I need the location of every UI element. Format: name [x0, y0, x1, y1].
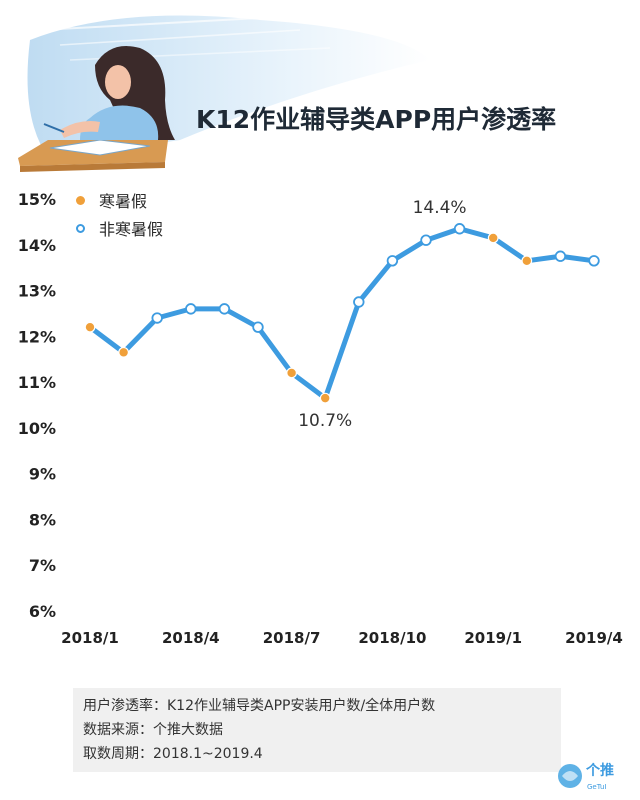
footnote-box: 用户渗透率：K12作业辅导类APP安装用户数/全体用户数 数据来源：个推大数据 …: [73, 688, 561, 772]
legend-label-vacation: 寒暑假: [99, 192, 148, 211]
legend-item-non-vacation: 非寒暑假: [76, 214, 163, 242]
data-point-non-vacation: [218, 303, 231, 315]
footnote-definition: 用户渗透率：K12作业辅导类APP安装用户数/全体用户数: [83, 698, 436, 714]
x-tick-label: 2019/4: [565, 629, 623, 647]
y-tick-label: 10%: [18, 419, 56, 438]
data-point-non-vacation: [353, 296, 365, 308]
y-tick-label: 13%: [18, 282, 56, 301]
data-point-non-vacation: [420, 234, 432, 246]
y-tick-label: 11%: [18, 373, 56, 392]
data-point-non-vacation: [588, 255, 600, 267]
chart-title: K12作业辅导类APP用户渗透率: [196, 105, 557, 134]
logo-subtext: GeTuI: [587, 783, 606, 791]
y-tick-label: 14%: [18, 236, 56, 255]
data-point-vacation: [487, 232, 499, 244]
x-tick-label: 2018/4: [162, 629, 220, 647]
logo-text: 个推: [585, 762, 614, 779]
legend-item-vacation: 寒暑假: [76, 186, 163, 214]
x-tick-label: 2019/1: [464, 629, 522, 647]
data-point-non-vacation: [554, 250, 567, 262]
legend-label-non-vacation: 非寒暑假: [99, 220, 164, 239]
y-tick-label: 8%: [29, 510, 56, 529]
header-illustration: [18, 15, 430, 172]
footnote-source: 数据来源：个推大数据: [83, 722, 223, 738]
non-vacation-marker-icon: [76, 223, 85, 233]
legend: 寒暑假 非寒暑假: [76, 186, 163, 242]
data-point-vacation: [319, 392, 331, 404]
data-point-non-vacation: [252, 321, 264, 333]
data-point-non-vacation: [386, 255, 399, 267]
y-tick-label: 12%: [18, 327, 56, 346]
series-line: [87, 226, 597, 401]
y-tick-label: 6%: [29, 602, 56, 621]
y-tick-label: 9%: [29, 465, 56, 484]
getui-logo: 个推 GeTuI: [558, 762, 614, 791]
data-label: 10.7%: [298, 411, 352, 431]
x-tick-label: 2018/7: [263, 629, 321, 647]
data-point-vacation: [84, 321, 96, 333]
data-point-non-vacation: [453, 223, 466, 235]
data-point-non-vacation: [151, 312, 163, 324]
vacation-marker-icon: [76, 195, 85, 205]
data-label: 14.4%: [413, 198, 467, 218]
data-point-non-vacation: [185, 303, 197, 315]
y-tick-label: 15%: [18, 190, 56, 209]
x-tick-label: 2018/1: [61, 629, 119, 647]
y-tick-label: 7%: [29, 556, 56, 575]
footnote-period: 取数周期：2018.1~2019.4: [83, 746, 263, 762]
x-tick-label: 2018/10: [358, 629, 426, 647]
data-point-vacation: [521, 255, 533, 267]
line-chart: 6% 7% 8% 9% 10% 11% 12% 13% 14% 15% 2018/1 2018/4 20…: [18, 190, 623, 647]
data-point-vacation: [118, 346, 129, 358]
data-point-vacation: [286, 367, 298, 379]
